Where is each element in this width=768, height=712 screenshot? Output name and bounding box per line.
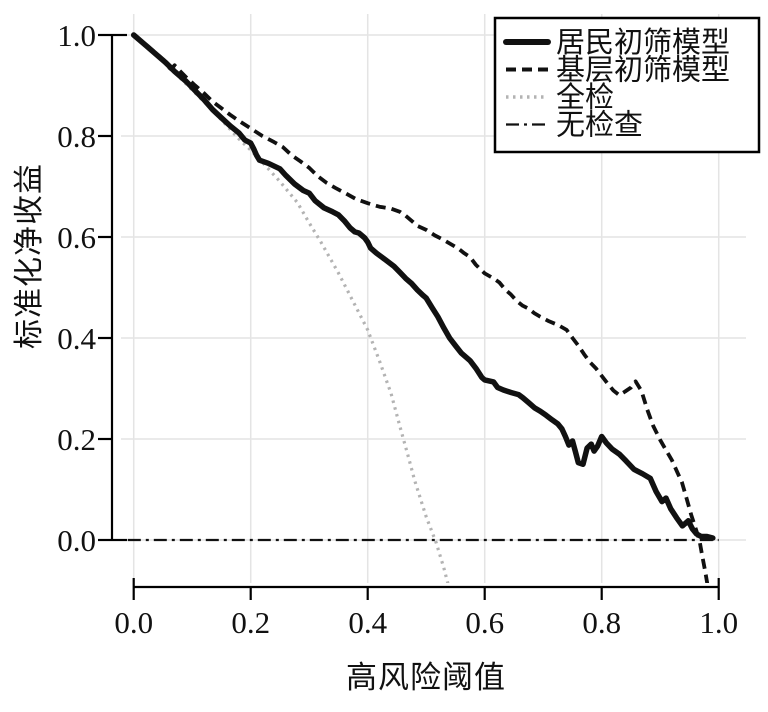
legend-label-resident-screening-model: 居民初筛模型	[556, 26, 730, 59]
y-tick-label: 0.2	[57, 422, 96, 457]
y-tick-label: 0.8	[57, 119, 96, 154]
y-tick-label: 0.4	[57, 321, 96, 356]
y-tick-label: 0.0	[57, 523, 96, 558]
y-axis-title: 标准化净收益	[13, 163, 46, 349]
legend-label-no-screening: 无检查	[556, 109, 643, 142]
curve-resident-screening-model	[130, 32, 716, 541]
x-tick-label: 0.0	[114, 605, 153, 640]
curve-screen-all	[132, 33, 450, 583]
x-tick-label: 0.8	[582, 605, 621, 640]
y-tick-label: 1.0	[57, 18, 96, 53]
x-tick-label: 0.6	[465, 605, 504, 640]
x-tick-label: 0.4	[348, 605, 387, 640]
legend-label-screen-all: 全检	[556, 81, 614, 114]
curve-primary-screening-model	[132, 33, 710, 583]
y-tick-label: 0.6	[57, 220, 96, 255]
x-axis-title: 高风险阈值	[346, 660, 506, 695]
legend-label-primary-screening-model: 基层初筛模型	[556, 54, 730, 87]
x-tick-label: 1.0	[699, 605, 738, 640]
x-tick-label: 0.2	[231, 605, 270, 640]
